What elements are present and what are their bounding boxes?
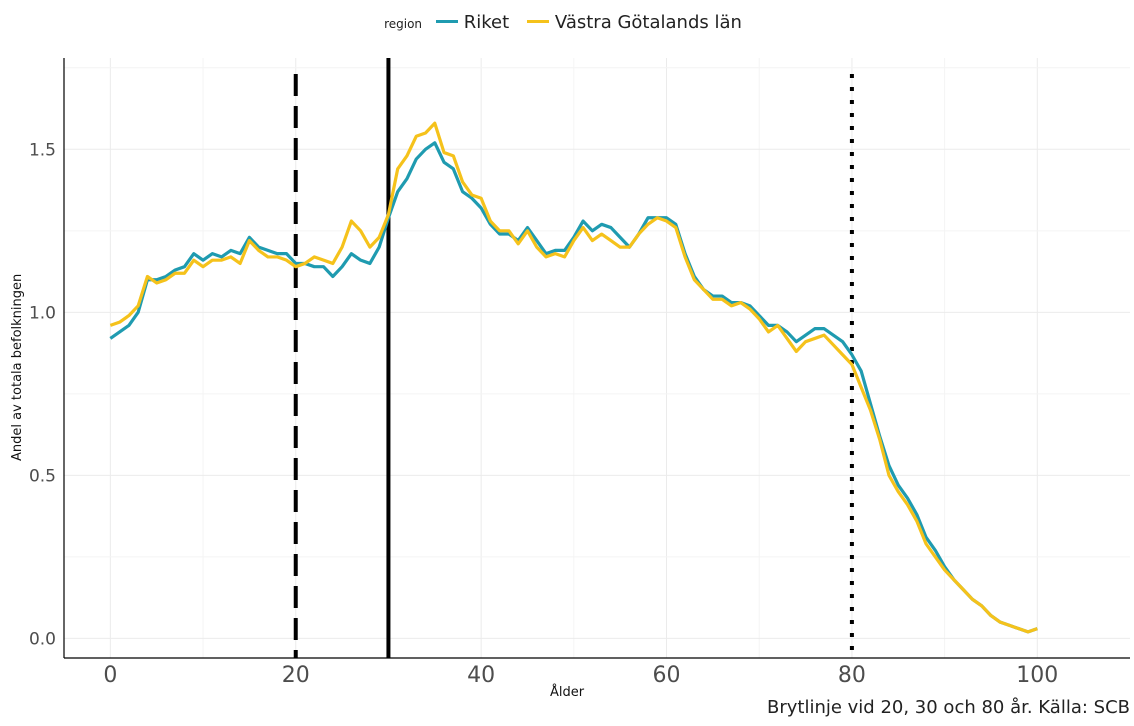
x-axis-label: Ålder	[549, 685, 585, 700]
y-tick-label: 1.0	[29, 303, 56, 323]
axes	[63, 58, 1130, 659]
series-line-vastra-gotaland	[109, 121, 1038, 634]
grid	[64, 58, 1130, 658]
legend-label-riket: Riket	[463, 12, 510, 33]
tick-labels: 0 20 40 60 80 100 0.0 0.5 1.0 1.5	[29, 140, 1058, 688]
legend-key-vastra-gotaland	[526, 19, 549, 23]
legend-key-riket	[435, 19, 458, 23]
y-tick-label: 0.5	[29, 466, 56, 486]
legend-title: region	[384, 17, 423, 31]
legend-item-riket: Riket	[432, 12, 515, 33]
y-tick-label: 1.5	[29, 140, 56, 160]
legend: region Riket Västra Götalands län	[0, 12, 1134, 33]
legend-label-vastra-gotaland: Västra Götalands län	[554, 12, 742, 33]
x-tick-label: 40	[467, 663, 495, 688]
y-tick-label: 0.0	[29, 629, 56, 649]
reference-lines	[293, 58, 854, 658]
x-tick-label: 80	[838, 663, 866, 688]
series-lines	[109, 121, 1038, 634]
x-tick-label: 100	[1016, 663, 1058, 688]
x-tick-label: 0	[103, 663, 117, 688]
chart-caption: Brytlinje vid 20, 30 och 80 år. Källa: S…	[766, 697, 1130, 718]
x-tick-label: 20	[282, 663, 310, 688]
y-axis-label: Andel av totala befolkningen	[10, 273, 25, 461]
legend-item-vastra-gotaland: Västra Götalands län	[523, 12, 742, 33]
x-tick-label: 60	[653, 663, 681, 688]
